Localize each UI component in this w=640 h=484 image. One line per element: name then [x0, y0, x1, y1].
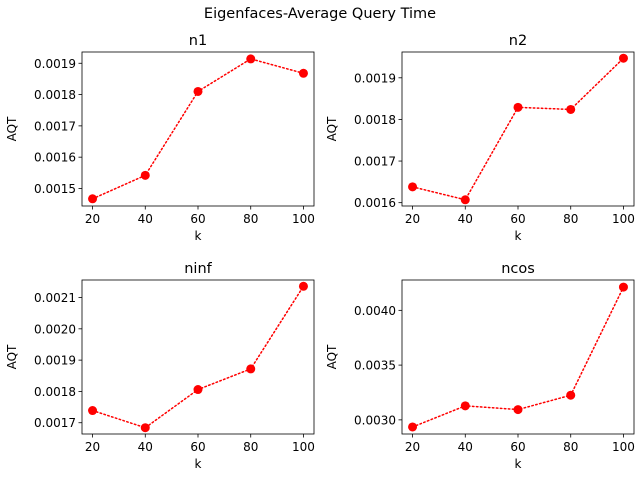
y-tick-label: 0.0017 [34, 119, 76, 133]
x-tick-label: 100 [612, 440, 635, 454]
chart-title: ninf [184, 261, 212, 277]
data-point [88, 406, 98, 416]
x-tick-label: 40 [458, 212, 473, 226]
chart-title: n1 [189, 33, 207, 49]
chart-panel-ncos: ncos 20 40 60 80 100 0.0030 0.0035 0.0040 k AQT [325, 261, 635, 471]
x-tick-label: 40 [458, 440, 473, 454]
x-tick-label: 100 [292, 212, 315, 226]
y-axis-label: AQT [325, 116, 339, 141]
x-tick-label: 80 [243, 212, 258, 226]
data-point [460, 195, 470, 205]
x-tick-label: 20 [405, 440, 420, 454]
x-tick-label: 20 [85, 212, 100, 226]
data-point [140, 170, 150, 180]
chart-title: n2 [509, 33, 527, 49]
data-point [246, 54, 256, 64]
y-tick-label: 0.0040 [354, 304, 396, 318]
data-point [298, 281, 308, 291]
data-point [513, 405, 523, 415]
y-axis-label: AQT [5, 344, 19, 369]
x-tick-label: 20 [405, 212, 420, 226]
x-axis-label: k [515, 229, 522, 243]
y-tick-label: 0.0018 [354, 113, 396, 127]
data-point [88, 194, 98, 204]
x-tick-label: 100 [612, 212, 635, 226]
figure-suptitle: Eigenfaces-Average Query Time [204, 6, 436, 22]
data-point [140, 423, 150, 433]
data-point [566, 104, 576, 114]
x-tick-label: 60 [510, 440, 525, 454]
y-tick-label: 0.0018 [34, 385, 76, 399]
y-axis-label: AQT [325, 344, 339, 369]
y-tick-label: 0.0018 [34, 88, 76, 102]
x-tick-label: 20 [85, 440, 100, 454]
chart-panel-n2: n2 20 40 60 80 100 0.0016 0.0017 0.0018 0.0019 k AQ… [325, 33, 635, 243]
data-point [298, 68, 308, 78]
data-point [513, 102, 523, 112]
y-tick-label: 0.0019 [34, 57, 76, 71]
data-point [193, 86, 203, 96]
x-tick-label: 40 [138, 212, 153, 226]
y-tick-label: 0.0019 [354, 71, 396, 85]
data-point [246, 364, 256, 374]
data-point [618, 53, 628, 63]
data-point [193, 385, 203, 395]
data-point [408, 422, 418, 432]
x-tick-label: 60 [190, 212, 205, 226]
chart-title: ncos [501, 261, 535, 277]
x-axis-label: k [195, 457, 202, 471]
data-point [566, 390, 576, 400]
chart-panel-n1: n1 20 40 60 80 100 0.0015 0.0016 0.0017 0.0018 0.0… [5, 33, 315, 243]
y-tick-label: 0.0016 [354, 196, 396, 210]
y-tick-label: 0.0016 [34, 151, 76, 165]
y-tick-label: 0.0030 [354, 413, 396, 427]
x-tick-label: 100 [292, 440, 315, 454]
y-tick-label: 0.0017 [354, 155, 396, 169]
chart-panel-ninf: ninf 20 40 60 80 100 0.0017 0.0018 0.0019 0.0020 0… [5, 261, 315, 471]
data-point [618, 282, 628, 292]
x-tick-label: 40 [138, 440, 153, 454]
x-tick-label: 60 [510, 212, 525, 226]
x-tick-label: 80 [243, 440, 258, 454]
x-axis-label: k [195, 229, 202, 243]
data-point [408, 182, 418, 192]
y-tick-label: 0.0015 [34, 182, 76, 196]
x-tick-label: 80 [563, 212, 578, 226]
data-point [460, 401, 470, 411]
x-tick-label: 80 [563, 440, 578, 454]
y-tick-label: 0.0019 [34, 354, 76, 368]
y-tick-label: 0.0020 [34, 322, 76, 336]
y-tick-label: 0.0035 [354, 359, 396, 373]
x-axis-label: k [515, 457, 522, 471]
x-tick-label: 60 [190, 440, 205, 454]
y-tick-label: 0.0017 [34, 416, 76, 430]
y-tick-label: 0.0021 [34, 291, 76, 305]
y-axis-label: AQT [5, 116, 19, 141]
